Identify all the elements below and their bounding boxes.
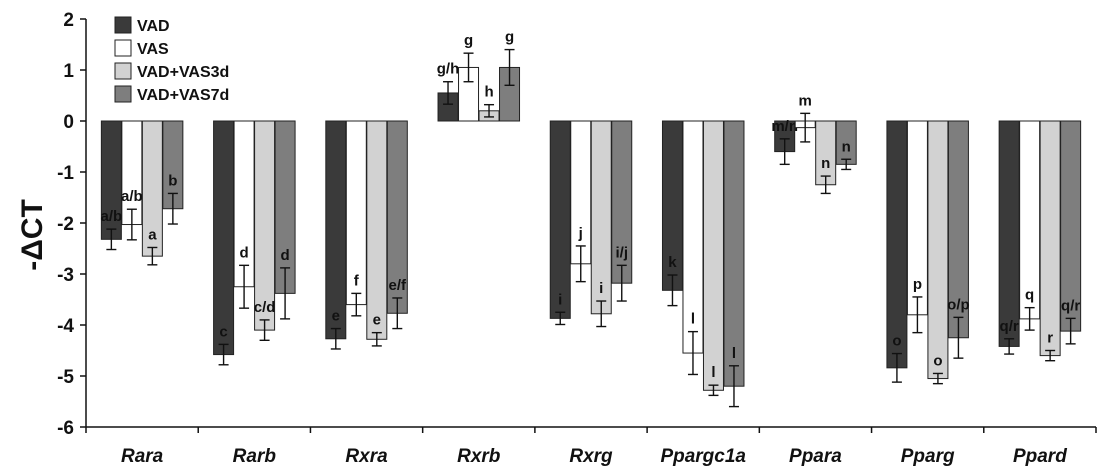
- significance-label: i: [558, 291, 562, 308]
- significance-label: f: [354, 272, 360, 289]
- y-tick-label: -1: [57, 163, 74, 184]
- significance-label: q: [1025, 287, 1034, 304]
- significance-label: i: [599, 280, 603, 297]
- x-tick-label: Ppard: [1013, 446, 1067, 467]
- significance-label: b: [168, 172, 177, 189]
- y-tick-label: -2: [57, 214, 74, 235]
- bar: [998, 120, 1020, 347]
- significance-label: r: [1047, 330, 1053, 347]
- significance-label: h: [484, 84, 493, 101]
- bar: [927, 120, 949, 380]
- legend-label: VAD: [137, 18, 170, 35]
- legend-swatch: [114, 85, 132, 103]
- significance-label: c: [219, 323, 227, 340]
- significance-label: e/f: [389, 277, 408, 294]
- bar: [233, 120, 255, 288]
- x-tick-label: Ppargc1a: [660, 446, 746, 467]
- significance-label: l: [711, 364, 715, 381]
- significance-label: o: [892, 333, 901, 350]
- significance-label: l: [691, 311, 695, 328]
- bar: [1039, 120, 1061, 357]
- significance-label: d: [239, 244, 248, 261]
- significance-label: a/b: [121, 188, 143, 205]
- bar: [325, 120, 347, 340]
- x-tick-label: Rara: [121, 446, 164, 467]
- significance-label: p: [913, 276, 922, 293]
- significance-label: e: [373, 312, 381, 329]
- y-tick-label: 2: [63, 10, 74, 31]
- bar: [549, 120, 571, 319]
- legend-label: VAD+VAS7d: [137, 87, 229, 104]
- x-tick-label: Rxrg: [569, 446, 613, 467]
- bar: [213, 120, 235, 356]
- bar: [570, 120, 592, 265]
- significance-label: a: [148, 226, 157, 243]
- significance-label: g: [464, 32, 473, 49]
- legend-label: VAD+VAS3d: [137, 64, 229, 81]
- y-tick-label: -4: [57, 316, 74, 337]
- significance-label: j: [578, 225, 583, 242]
- x-tick-label: Pparg: [901, 446, 955, 467]
- significance-label: g/h: [437, 61, 460, 78]
- bar: [702, 120, 724, 391]
- significance-label: o: [933, 352, 942, 369]
- y-tick-label: -6: [57, 418, 74, 439]
- bar: [366, 120, 388, 340]
- significance-label: l: [732, 345, 736, 362]
- y-axis-label: -ΔCT: [16, 199, 49, 271]
- significance-label: g: [505, 29, 514, 46]
- bar: [886, 120, 908, 369]
- y-tick-label: 0: [63, 112, 74, 133]
- x-tick-label: Rxra: [345, 446, 388, 467]
- axes: Rara Rarb Rxra Rxrb Rxrg Ppargc1a Ppara Pparg Pp…: [57, 10, 1097, 467]
- significance-label: n: [842, 138, 851, 155]
- significance-label: a/b: [101, 208, 123, 225]
- significance-label: i/j: [615, 244, 628, 261]
- legend: VAD VAS VAD+VAS3d VAD+VAS7d: [114, 16, 229, 104]
- y-tick-label: -3: [57, 265, 74, 286]
- y-tick-label: -5: [57, 367, 74, 388]
- x-tick-label: Rarb: [233, 446, 277, 467]
- plot-area: a/ba/babcdc/ddefee/fg/hghgijii/jklllm/nm…: [101, 29, 1082, 408]
- significance-label: m: [799, 92, 812, 109]
- significance-label: d: [280, 247, 289, 264]
- significance-label: n: [821, 155, 830, 172]
- x-tick-label: Rxrb: [457, 446, 501, 467]
- legend-swatch: [114, 39, 132, 57]
- x-tick-label: Ppara: [789, 446, 842, 467]
- significance-label: e: [332, 308, 340, 325]
- legend-label: VAS: [137, 41, 169, 58]
- significance-label: k: [668, 254, 677, 271]
- y-tick-label: 1: [63, 61, 74, 82]
- significance-label: q/r: [1000, 318, 1019, 335]
- legend-swatch: [114, 62, 132, 80]
- significance-label: c/d: [254, 299, 276, 316]
- bar: [815, 120, 837, 186]
- significance-label: q/r: [1061, 297, 1080, 314]
- significance-label: o/p: [947, 296, 970, 313]
- legend-swatch: [114, 16, 132, 34]
- significance-label: m/n: [771, 118, 798, 135]
